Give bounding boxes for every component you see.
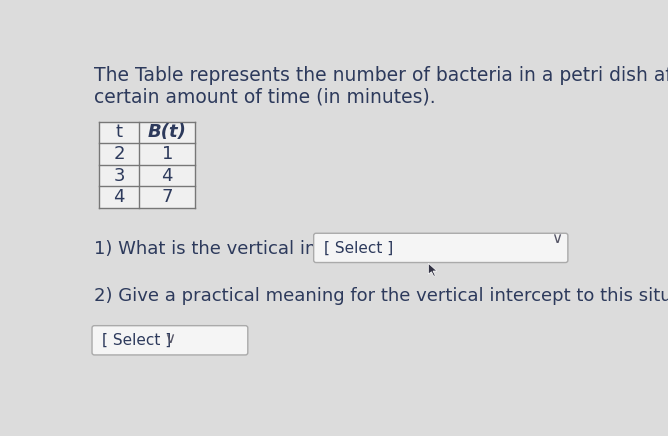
- Text: 4: 4: [114, 188, 125, 206]
- Text: ∨: ∨: [550, 231, 562, 246]
- Text: [ Select ]: [ Select ]: [102, 333, 172, 348]
- Text: t: t: [116, 123, 123, 141]
- Text: ∨: ∨: [164, 331, 176, 346]
- Text: 2: 2: [114, 145, 125, 163]
- Text: [ Select ]: [ Select ]: [324, 240, 393, 255]
- Text: The Table represents the number of bacteria in a petri dish after a: The Table represents the number of bacte…: [94, 66, 668, 85]
- Text: 1: 1: [162, 145, 173, 163]
- Polygon shape: [428, 263, 437, 276]
- Text: 1) What is the vertical intercept?: 1) What is the vertical intercept?: [94, 240, 391, 258]
- Text: 3: 3: [114, 167, 125, 184]
- Text: 4: 4: [162, 167, 173, 184]
- Text: 2) Give a practical meaning for the vertical intercept to this situation?: 2) Give a practical meaning for the vert…: [94, 286, 668, 305]
- Text: B(t): B(t): [148, 123, 186, 141]
- Text: 7: 7: [162, 188, 173, 206]
- Text: certain amount of time (in minutes).: certain amount of time (in minutes).: [94, 88, 436, 107]
- FancyBboxPatch shape: [92, 326, 248, 355]
- Bar: [99, 122, 195, 208]
- FancyBboxPatch shape: [314, 233, 568, 262]
